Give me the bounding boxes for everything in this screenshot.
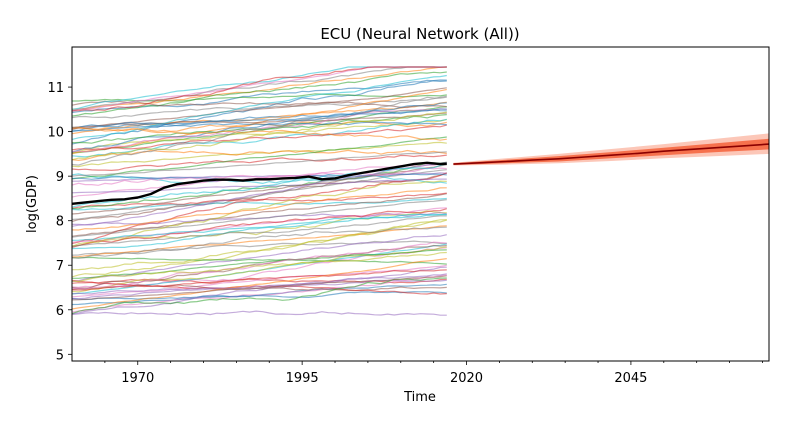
series-line-forecast-mean bbox=[453, 143, 770, 165]
plot-frame bbox=[71, 46, 770, 362]
background-series-line bbox=[71, 100, 447, 109]
background-series-line bbox=[71, 291, 447, 301]
background-series-line bbox=[71, 199, 447, 238]
background-series-line bbox=[71, 96, 447, 166]
y-axis-label: log(GDP) bbox=[25, 175, 40, 233]
background-series-line bbox=[71, 251, 447, 283]
x-axis-label: Time bbox=[403, 390, 436, 405]
background-series-line bbox=[71, 124, 447, 151]
forecast-band-outer bbox=[453, 133, 769, 166]
x-tick-label: 1970 bbox=[121, 371, 154, 386]
background-series-line bbox=[71, 102, 447, 153]
background-series-line bbox=[71, 154, 447, 172]
background-series-line bbox=[71, 273, 447, 300]
background-series-line bbox=[71, 192, 447, 209]
background-series-line bbox=[71, 310, 447, 316]
background-series-line bbox=[71, 66, 447, 112]
background-series-line bbox=[71, 180, 447, 248]
y-axis: 5 6 7 8 9 10 11 bbox=[47, 81, 72, 363]
background-series-line bbox=[71, 269, 447, 291]
background-series-line bbox=[72, 241, 447, 290]
background-series-line bbox=[71, 256, 447, 265]
x-axis: 1970 1995 2020 2045 bbox=[104, 361, 763, 386]
background-series-line bbox=[71, 126, 447, 141]
y-tick-label: 9 bbox=[56, 170, 64, 185]
y-tick-label: 6 bbox=[56, 304, 64, 319]
background-series-line bbox=[71, 167, 447, 186]
background-series-line bbox=[71, 277, 447, 315]
background-series-line bbox=[71, 172, 448, 245]
y-tick-label: 5 bbox=[56, 348, 64, 363]
background-series-line bbox=[71, 71, 447, 117]
background-series-line bbox=[71, 121, 447, 129]
y-tick-label: 7 bbox=[56, 259, 64, 274]
forecast-band-inner bbox=[453, 138, 769, 165]
background-series-line bbox=[71, 111, 447, 161]
background-series-line bbox=[71, 258, 447, 310]
y-tick-label: 8 bbox=[56, 215, 64, 230]
background-series-line bbox=[71, 208, 447, 248]
x-tick-label: 2020 bbox=[450, 371, 483, 386]
background-series-line bbox=[71, 161, 447, 210]
background-series-line bbox=[72, 249, 447, 279]
forecast-bands-group bbox=[453, 133, 769, 166]
background-series-line bbox=[71, 119, 447, 154]
background-series-line bbox=[71, 101, 447, 130]
background-series-line bbox=[71, 226, 447, 259]
background-series-line bbox=[71, 193, 447, 237]
chart-title: ECU (Neural Network (All)) bbox=[320, 25, 519, 43]
background-series-line bbox=[71, 213, 447, 241]
background-series-line bbox=[71, 266, 447, 315]
background-series-line bbox=[71, 219, 447, 271]
background-series-line bbox=[71, 197, 447, 211]
background-series-line bbox=[71, 74, 447, 140]
background-series-line bbox=[71, 87, 447, 130]
background-series-line bbox=[71, 108, 447, 133]
background-series-line bbox=[72, 93, 447, 102]
background-series-line bbox=[71, 275, 447, 301]
background-series-line bbox=[71, 264, 447, 298]
background-series-line bbox=[71, 141, 447, 168]
series-line-mean-historical bbox=[71, 161, 447, 205]
background-series-line bbox=[71, 164, 447, 215]
y-tick-label: 10 bbox=[47, 126, 64, 141]
x-tick-label: 2045 bbox=[614, 371, 647, 386]
background-series-line bbox=[71, 173, 447, 185]
background-series-line bbox=[71, 136, 447, 180]
main-series-group bbox=[71, 143, 770, 205]
background-series-line bbox=[71, 149, 447, 162]
background-series-line bbox=[71, 187, 447, 231]
background-series-line bbox=[71, 225, 447, 258]
background-series-line bbox=[71, 161, 447, 227]
background-series-line bbox=[71, 112, 447, 128]
background-series-group bbox=[71, 66, 448, 316]
x-tick-label: 1995 bbox=[286, 371, 319, 386]
background-series-line bbox=[71, 151, 447, 177]
background-series-line bbox=[71, 215, 447, 248]
background-series-line bbox=[71, 79, 447, 145]
y-tick-label: 11 bbox=[47, 81, 64, 96]
